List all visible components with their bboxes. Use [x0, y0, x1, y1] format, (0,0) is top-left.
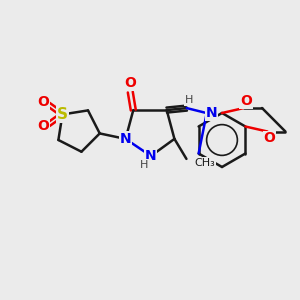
Text: O: O [240, 94, 252, 108]
Text: O: O [38, 95, 50, 110]
Text: CH₃: CH₃ [194, 158, 215, 168]
Text: O: O [38, 119, 50, 134]
Text: N: N [120, 132, 131, 146]
Text: O: O [263, 131, 275, 146]
Text: H: H [140, 160, 148, 170]
Text: S: S [57, 107, 68, 122]
Text: N: N [206, 106, 218, 120]
Text: H: H [184, 95, 193, 105]
Text: N: N [145, 149, 157, 163]
Text: O: O [124, 76, 136, 90]
